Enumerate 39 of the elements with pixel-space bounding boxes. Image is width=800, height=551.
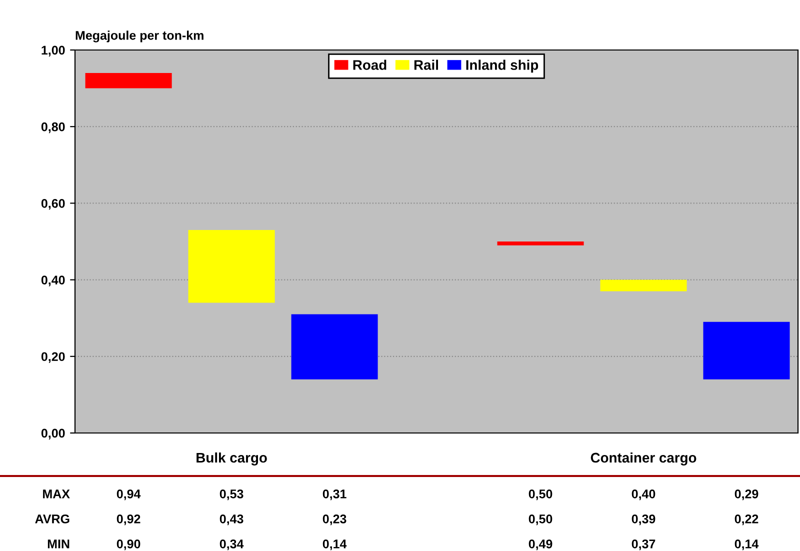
- text: 0,40: [632, 490, 656, 500]
- bar: [497, 242, 584, 246]
- text: 0,22: [734, 514, 758, 526]
- text: 0,23: [322, 514, 346, 526]
- x-tick-label: Container cargo: [590, 452, 696, 466]
- y-tick-label: 0,60: [41, 199, 65, 210]
- y-tick-label: 0,40: [41, 276, 65, 286]
- text: 0,14: [734, 540, 759, 550]
- y-tick-label: 0,20: [41, 352, 65, 363]
- legend-label: Rail: [414, 60, 438, 70]
- text: 0,29: [734, 490, 758, 500]
- text: 0,43: [220, 514, 244, 526]
- text: 0,90: [116, 540, 140, 550]
- text: 0,53: [220, 490, 244, 500]
- y-tick-label: 0,00: [41, 428, 65, 440]
- text: 0,31: [322, 490, 346, 500]
- legend-label: Inland ship: [466, 60, 538, 73]
- bar: [703, 322, 790, 380]
- y-tick-label: 1,00: [42, 46, 65, 56]
- bar: [600, 280, 687, 292]
- legend-label: Road: [353, 60, 386, 70]
- text: 0,50: [528, 514, 552, 526]
- text: 0,94: [116, 490, 141, 500]
- text: 0,14: [322, 540, 347, 550]
- y-axis-title: Megajoule per ton-km: [76, 30, 204, 42]
- bar: [291, 314, 378, 380]
- text: 0,49: [528, 540, 552, 550]
- x-tick-label: Bulk cargo: [196, 452, 267, 466]
- text: 0,39: [632, 514, 656, 526]
- text: 0,92: [116, 514, 140, 526]
- text: 0,50: [528, 490, 552, 500]
- bar: [188, 230, 275, 303]
- text: 0,34: [220, 540, 244, 550]
- text: 0,37: [632, 540, 656, 550]
- y-tick-label: 0,80: [41, 122, 65, 134]
- text: MAX: [43, 490, 70, 498]
- bar: [85, 72, 172, 88]
- text: MIN: [48, 540, 70, 548]
- text: AVRG: [35, 514, 70, 524]
